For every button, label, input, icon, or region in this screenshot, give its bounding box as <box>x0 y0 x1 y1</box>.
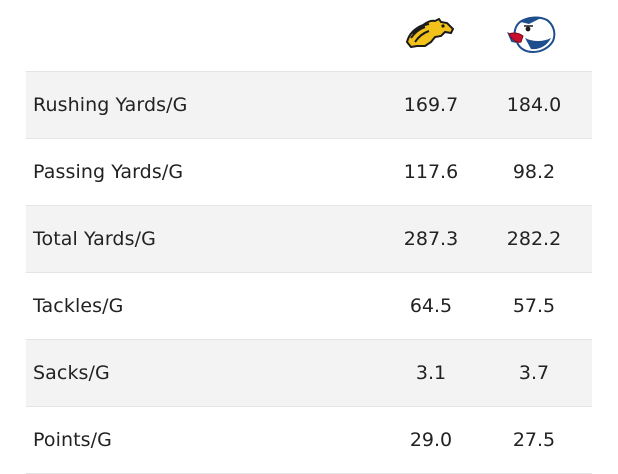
stat-row-points: Points/G 29.0 27.5 <box>26 407 592 474</box>
stat-label: Rushing Yards/G <box>33 94 188 116</box>
team-a-value: 3.1 <box>415 362 447 384</box>
team-a-value: 169.7 <box>403 94 459 116</box>
stat-label: Total Yards/G <box>33 228 156 250</box>
stat-row-tackles: Tackles/G 64.5 57.5 <box>26 273 592 340</box>
team-a-value: 117.6 <box>403 161 459 183</box>
stat-row-passing-yards: Passing Yards/G 117.6 98.2 <box>26 139 592 206</box>
team-b-value: 3.7 <box>518 362 550 384</box>
stat-row-rushing-yards: Rushing Yards/G 169.7 184.0 <box>26 72 592 139</box>
team-a-value: 64.5 <box>409 295 453 317</box>
stat-label: Sacks/G <box>33 362 110 384</box>
team-b-value: 27.5 <box>512 429 556 451</box>
team-b-value: 98.2 <box>512 161 556 183</box>
team-logos-header <box>26 0 592 72</box>
mustang-horse-logo-icon[interactable] <box>401 12 459 56</box>
stat-row-total-yards: Total Yards/G 287.3 282.2 <box>26 206 592 273</box>
stat-label: Passing Yards/G <box>33 161 184 183</box>
stat-label: Points/G <box>33 429 112 451</box>
team-b-value: 184.0 <box>506 94 562 116</box>
stats-comparison-table: Rushing Yards/G 169.7 184.0 Passing Yard… <box>26 72 592 474</box>
eagle-logo-icon[interactable] <box>503 12 561 56</box>
team-b-value: 282.2 <box>506 228 562 250</box>
team-b-value: 57.5 <box>512 295 556 317</box>
stat-row-sacks: Sacks/G 3.1 3.7 <box>26 340 592 407</box>
team-a-value: 287.3 <box>403 228 459 250</box>
team-a-value: 29.0 <box>409 429 453 451</box>
stat-label: Tackles/G <box>33 295 124 317</box>
